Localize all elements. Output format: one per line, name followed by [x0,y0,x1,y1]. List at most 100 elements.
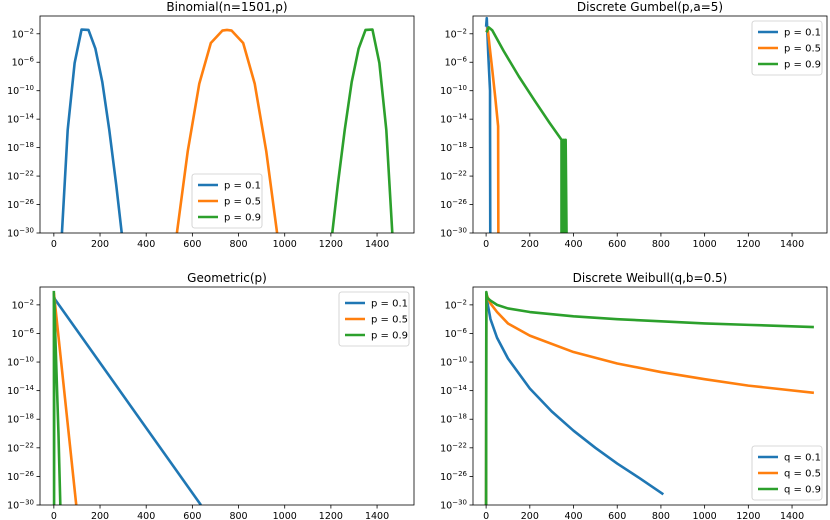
x-tick-label: 800 [229,239,247,250]
y-tick-label: 10−10 [440,84,467,97]
y-tick-label: 10−6 [12,56,35,69]
y-tick-label: 10−30 [7,227,34,240]
y-tick-label: 10−6 [12,327,35,340]
legend: p = 0.1 p = 0.5 p = 0.9 [751,20,823,76]
legend-label: p = 0.1 [784,28,821,39]
x-tick-label: 1400 [780,239,804,250]
x-tick-label: 0 [483,511,489,520]
subplot-4: Discrete Weibull(q,b=0.5) 0 200 400 600 800 10… [440,271,828,520]
y-tick-label: 10−30 [440,499,467,512]
series-line-p01 [60,28,124,233]
y-tick-label: 10−10 [7,356,34,369]
series-line-p05 [52,292,78,505]
legend-label: p = 0.9 [371,331,408,342]
legend: p = 0.1 p = 0.5 p = 0.9 [338,291,410,347]
y-tick-label: 10−18 [7,413,34,426]
x-tick-label: 200 [521,239,539,250]
y-tick-label: 10−26 [7,198,34,211]
x-tick-label: 1200 [736,239,760,250]
y-tick-label: 10−2 [12,27,34,40]
y-tick-label: 10−10 [7,84,34,97]
y-tick-label: 10−2 [445,27,467,40]
legend-label: p = 0.1 [224,181,261,192]
x-tick-label: 400 [137,239,155,250]
y-tick-label: 10−30 [7,499,34,512]
legend-box [751,20,823,76]
x-tick-label: 1000 [693,511,717,520]
chart-title: Discrete Weibull(q,b=0.5) [573,271,728,285]
x-tick-label: 600 [608,239,626,250]
legend-label: p = 0.5 [784,44,821,55]
y-tick-label: 10−14 [7,384,34,397]
legend-label: p = 0.9 [784,60,821,71]
legend-box [751,445,823,501]
series-line-p09 [52,290,62,505]
y-tick-label: 10−22 [440,441,467,454]
x-tick-label: 200 [91,511,109,520]
series-line-p01 [52,296,202,505]
y-tick-label: 10−26 [7,470,34,483]
x-tick-label: 400 [564,239,582,250]
x-tick-label: 200 [521,511,539,520]
legend-box [338,291,410,347]
y-tick-label: 10−14 [7,113,34,126]
x-tick-label: 200 [91,239,109,250]
legend-label: q = 0.5 [784,469,821,480]
y-tick-label: 10−2 [12,298,34,311]
subplot-1: Binomial(n=1501,p) 0 200 400 600 800 1000 1200 1… [7,0,415,250]
legend: q = 0.1 q = 0.5 q = 0.9 [751,445,823,501]
y-tick-label: 10−10 [440,356,467,369]
y-tick-label: 10−22 [7,170,34,183]
y-tick-label: 10−6 [445,327,468,340]
y-tick-label: 10−2 [445,298,467,311]
x-tick-label: 600 [183,511,201,520]
x-tick-label: 800 [229,511,247,520]
y-tick-label: 10−14 [440,113,467,126]
y-tick-label: 10−18 [440,141,467,154]
y-tick-label: 10−18 [7,141,34,154]
x-tick-label: 0 [483,239,489,250]
series-line-p09 [485,26,568,233]
legend: p = 0.1 p = 0.5 p = 0.9 [191,173,263,229]
x-tick-label: 400 [564,511,582,520]
x-tick-label: 0 [51,239,57,250]
y-tick-label: 10−22 [7,441,34,454]
subplot-3: Geometric(p) 0 200 400 600 800 1000 1200 1400 10−… [7,271,415,520]
chart-title: Binomial(n=1501,p) [166,0,287,14]
legend-label: p = 0.5 [224,197,261,208]
x-tick-label: 1000 [693,239,717,250]
x-tick-label: 1000 [273,239,297,250]
legend-label: q = 0.1 [784,453,821,464]
y-tick-label: 10−22 [440,170,467,183]
series-line-p01 [484,16,492,233]
axes-frame [39,286,415,506]
series-line-p05 [175,28,279,233]
x-tick-label: 1400 [780,511,804,520]
axes-frame [472,15,828,234]
x-tick-label: 800 [652,511,670,520]
series-line-p09 [330,28,394,233]
x-tick-label: 600 [183,239,201,250]
x-tick-label: 400 [137,511,155,520]
series-line-q09 [484,290,814,505]
x-tick-label: 0 [51,511,57,520]
axes-frame [39,15,415,234]
axes-frame [472,286,828,506]
subplot-2: Discrete Gumbel(p,a=5) 0 200 400 600 800 1000 1… [440,0,828,250]
y-tick-label: 10−6 [445,56,468,69]
x-tick-label: 600 [608,511,626,520]
x-tick-label: 800 [652,239,670,250]
y-tick-label: 10−18 [440,413,467,426]
chart-title: Discrete Gumbel(p,a=5) [577,0,723,14]
chart-title: Geometric(p) [187,271,267,285]
x-tick-label: 1200 [319,511,343,520]
x-tick-label: 1200 [319,239,343,250]
y-tick-label: 10−30 [440,227,467,240]
y-tick-label: 10−26 [440,198,467,211]
x-tick-label: 1200 [736,511,760,520]
y-tick-label: 10−14 [440,384,467,397]
x-tick-label: 1000 [273,511,297,520]
legend-label: p = 0.5 [371,315,408,326]
legend-label: p = 0.9 [224,213,261,224]
